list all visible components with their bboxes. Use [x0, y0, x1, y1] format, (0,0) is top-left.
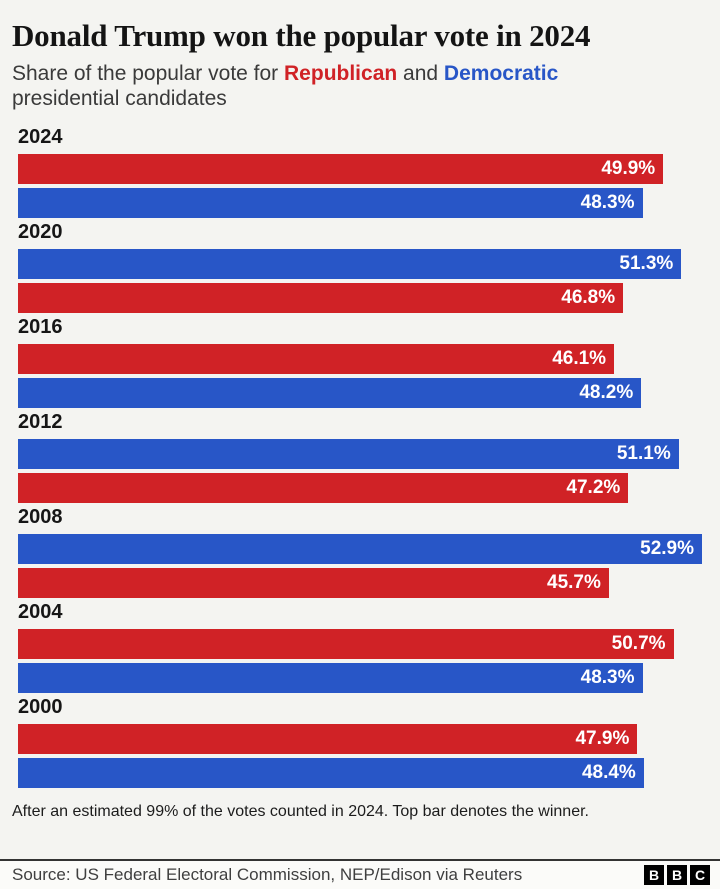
bar-row: 48.3% [18, 187, 702, 218]
democratic-bar: 48.3% [18, 662, 643, 693]
bar-value-label: 51.3% [619, 252, 674, 274]
bar-row: 51.3% [18, 248, 702, 279]
bar-value-label: 51.1% [616, 442, 671, 464]
republican-bar: 50.7% [18, 628, 674, 659]
bar-value-label: 46.1% [552, 347, 607, 369]
year-group-2020: 2020 51.3% 46.8% [18, 222, 702, 313]
bar-row: 47.2% [18, 472, 702, 503]
bar-value-label: 47.2% [566, 476, 621, 498]
democratic-bar: 51.3% [18, 248, 682, 279]
source-text: Source: US Federal Electoral Commission,… [12, 865, 523, 884]
chart-subtitle: Share of the popular vote for Republican… [12, 61, 660, 111]
bar-value-label: 48.2% [579, 381, 634, 403]
republican-bar: 45.7% [18, 567, 609, 598]
bar-value-label: 46.8% [561, 286, 616, 308]
bar-row: 52.9% [18, 533, 702, 564]
democratic-bar: 52.9% [18, 533, 702, 564]
year-group-2004: 2004 50.7% 48.3% [18, 602, 702, 693]
bbc-logo-block: C [690, 865, 710, 885]
bar-row: 49.9% [18, 153, 702, 184]
bar-value-label: 50.7% [611, 632, 666, 654]
year-group-2008: 2008 52.9% 45.7% [18, 507, 702, 598]
source-bar: Source: US Federal Electoral Commission,… [0, 859, 720, 889]
year-label: 2012 [18, 410, 63, 433]
year-label: 2016 [18, 315, 63, 338]
democratic-bar: 51.1% [18, 438, 679, 469]
year-group-2000: 2000 47.9% 48.4% [18, 697, 702, 788]
year-group-2012: 2012 51.1% 47.2% [18, 412, 702, 503]
bar-value-label: 48.4% [581, 761, 636, 783]
bar-row: 50.7% [18, 628, 702, 659]
republican-bar: 47.9% [18, 723, 638, 754]
subtitle-suffix: presidential candidates [12, 86, 227, 110]
bar-value-label: 48.3% [580, 666, 635, 688]
subtitle-prefix: Share of the popular vote for [12, 61, 285, 85]
republican-bar: 49.9% [18, 153, 664, 184]
grouped-bar-chart: 2024 49.9% 48.3% 2020 51.3% 46.8% 2016 46.1% 48.… [0, 127, 720, 788]
year-group-2016: 2016 46.1% 48.2% [18, 317, 702, 408]
democratic-bar: 48.4% [18, 757, 644, 788]
democratic-bar: 48.3% [18, 187, 643, 218]
republican-bar: 47.2% [18, 472, 629, 503]
democratic-legend-label: Democratic [443, 61, 559, 85]
bar-row: 48.4% [18, 757, 702, 788]
chart-title: Donald Trump won the popular vote in 202… [12, 18, 591, 53]
bar-row: 48.2% [18, 377, 702, 408]
bar-value-label: 52.9% [640, 537, 694, 559]
year-label: 2024 [18, 125, 63, 148]
bar-row: 47.9% [18, 723, 702, 754]
subtitle-conjunction: and [397, 61, 444, 85]
chart-footnote: After an estimated 99% of the votes coun… [12, 802, 589, 820]
bar-row: 48.3% [18, 662, 702, 693]
bar-row: 46.1% [18, 343, 702, 374]
republican-bar: 46.1% [18, 343, 615, 374]
bar-value-label: 45.7% [547, 571, 601, 593]
chart-header: Donald Trump won the popular vote in 202… [0, 0, 720, 111]
bar-row: 46.8% [18, 282, 702, 313]
bar-value-label: 47.9% [575, 727, 630, 749]
year-label: 2000 [18, 695, 63, 718]
bbc-logo-block: B [667, 865, 687, 885]
republican-legend-label: Republican [284, 61, 398, 85]
year-label: 2020 [18, 220, 63, 243]
bbc-logo-block: B [644, 865, 664, 885]
republican-bar: 46.8% [18, 282, 624, 313]
bar-value-label: 49.9% [601, 157, 656, 179]
bar-row: 51.1% [18, 438, 702, 469]
year-label: 2004 [18, 600, 63, 623]
democratic-bar: 48.2% [18, 377, 642, 408]
year-label: 2008 [18, 505, 63, 528]
bar-value-label: 48.3% [580, 191, 635, 213]
year-group-2024: 2024 49.9% 48.3% [18, 127, 702, 218]
bar-row: 45.7% [18, 567, 702, 598]
